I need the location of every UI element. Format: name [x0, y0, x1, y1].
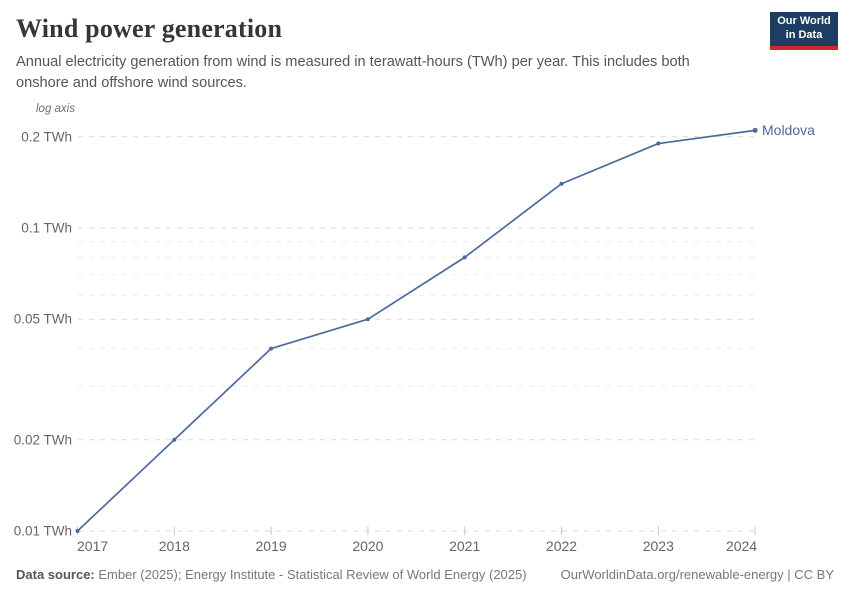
owid-logo-line1: Our World: [777, 15, 831, 28]
log-axis-note: log axis: [36, 103, 75, 115]
y-tick-label: 0.01 TWh: [14, 524, 72, 539]
data-point-2021[interactable]: [462, 255, 467, 260]
x-tick-label: 2024: [726, 538, 757, 554]
owid-logo[interactable]: Our World in Data: [770, 12, 838, 50]
data-source-line[interactable]: Data source: Ember (2025); Energy Instit…: [16, 567, 527, 582]
owid-logo-line2: in Data: [785, 29, 823, 41]
data-source-text[interactable]: Ember (2025); Energy Institute - Statist…: [94, 567, 527, 582]
series-line-moldova[interactable]: [76, 129, 756, 532]
x-tick-label: 2018: [159, 538, 190, 554]
data-point-2024[interactable]: [752, 127, 758, 133]
entity-label-moldova[interactable]: Moldova: [762, 122, 815, 138]
x-tick-label: 2021: [449, 538, 480, 554]
page-title: Wind power generation: [16, 14, 283, 43]
x-tick-label: 2023: [643, 538, 674, 554]
y-tick-label: 0.2 TWh: [21, 129, 72, 144]
data-point-2018[interactable]: [172, 437, 177, 442]
data-point-2020[interactable]: [365, 317, 370, 322]
data-point-2017[interactable]: [75, 529, 80, 533]
x-tick-label: 2022: [546, 538, 577, 554]
x-tick-label: 2019: [256, 538, 287, 554]
credit-link[interactable]: OurWorldinData.org/renewable-energy | CC…: [560, 567, 834, 582]
chart-subtitle: Annual electricity generation from wind …: [16, 54, 690, 91]
y-tick-label: 0.05 TWh: [14, 312, 72, 327]
x-tick-label: 2020: [352, 538, 383, 554]
data-point-2022[interactable]: [559, 181, 564, 186]
data-point-2019[interactable]: [269, 346, 274, 351]
data-source-label: Data source:: [16, 567, 95, 582]
y-tick-label: 0.1 TWh: [21, 221, 72, 236]
x-tick-label: 2017: [77, 538, 108, 554]
data-point-2023[interactable]: [656, 141, 661, 146]
y-tick-label: 0.02 TWh: [14, 432, 72, 447]
